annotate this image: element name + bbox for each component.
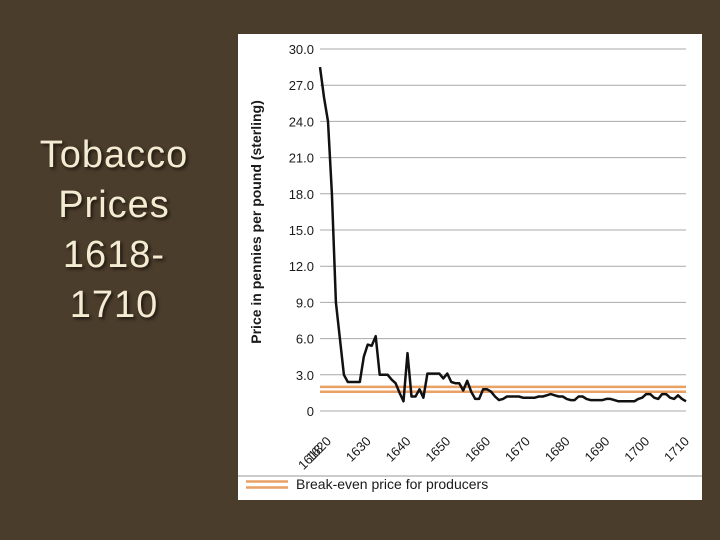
legend: Break-even price for producers <box>246 476 488 492</box>
x-tick-label: 1700 <box>621 434 652 465</box>
legend-label: Break-even price for producers <box>296 476 488 492</box>
y-tick-label: 6.0 <box>296 332 314 347</box>
x-tick-label: 1620 <box>303 434 334 465</box>
x-tick-label: 1670 <box>502 434 533 465</box>
gridlines <box>320 48 686 412</box>
title-line-1: Tobacco <box>39 134 189 176</box>
y-tick-label: 12.0 <box>289 259 314 274</box>
y-tick-label: 27.0 <box>289 78 314 93</box>
y-tick-label: 24.0 <box>289 114 314 129</box>
y-tick-label: 3.0 <box>296 368 314 383</box>
x-tick-label: 1710 <box>661 434 692 465</box>
price-series-line <box>318 66 687 403</box>
y-axis-ticks: 0 3.0 6.0 9.0 12.0 15.0 18.0 21.0 24.0 27.0 30.0 <box>289 42 314 419</box>
x-tick-label: 1640 <box>383 434 414 465</box>
y-tick-label: 0 <box>307 404 314 419</box>
x-tick-label: 1630 <box>343 434 374 465</box>
tobacco-price-chart: 0 3.0 6.0 9.0 12.0 15.0 18.0 21.0 24.0 27.0 30.0 1… <box>238 42 702 492</box>
title-line-3: 1618- <box>62 234 166 276</box>
y-tick-label: 18.0 <box>289 187 314 202</box>
y-tick-label: 9.0 <box>296 295 314 310</box>
x-tick-label: 1650 <box>422 434 453 465</box>
series-layer <box>318 66 687 403</box>
slide-title: Tobacco Prices 1618- 1710 <box>14 130 214 330</box>
title-line-4: 1710 <box>69 284 159 326</box>
x-tick-label: 1660 <box>462 434 493 465</box>
chart-panel: 0 3.0 6.0 9.0 12.0 15.0 18.0 21.0 24.0 27.0 30.0 1… <box>238 34 702 500</box>
y-axis-label: Price in pennies per pound (sterling) <box>248 100 264 343</box>
y-tick-label: 15.0 <box>289 223 314 238</box>
y-tick-label: 30.0 <box>289 42 314 57</box>
x-tick-label: 1680 <box>542 434 573 465</box>
title-line-2: Prices <box>58 184 170 226</box>
x-tick-label: 1690 <box>581 434 612 465</box>
y-tick-label: 21.0 <box>289 151 314 166</box>
